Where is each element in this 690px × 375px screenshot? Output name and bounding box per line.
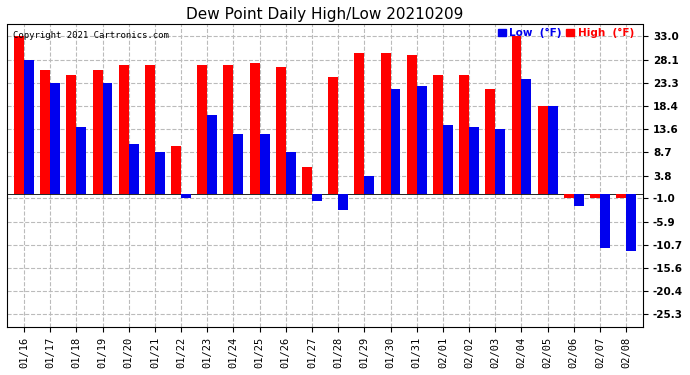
Bar	[145, 65, 155, 194]
Bar	[616, 194, 627, 198]
Legend: Low  (°F), High  (°F): Low (°F), High (°F)	[494, 24, 638, 42]
Bar	[538, 106, 548, 194]
Bar	[469, 127, 479, 194]
Bar	[564, 194, 574, 198]
Bar	[522, 79, 531, 194]
Bar	[14, 36, 24, 194]
Bar	[459, 75, 469, 194]
Bar	[355, 53, 364, 194]
Bar	[233, 134, 244, 194]
Bar	[250, 63, 259, 194]
Bar	[495, 129, 505, 194]
Bar	[259, 134, 270, 194]
Bar	[24, 60, 34, 194]
Title: Dew Point Daily High/Low 20210209: Dew Point Daily High/Low 20210209	[186, 7, 464, 22]
Bar	[364, 176, 374, 194]
Bar	[197, 65, 207, 194]
Bar	[590, 194, 600, 198]
Bar	[600, 194, 610, 249]
Bar	[286, 152, 296, 194]
Bar	[381, 53, 391, 194]
Bar	[224, 65, 233, 194]
Bar	[77, 127, 86, 194]
Bar	[443, 124, 453, 194]
Bar	[92, 70, 103, 194]
Bar	[407, 56, 417, 194]
Bar	[391, 89, 400, 194]
Bar	[50, 82, 60, 194]
Bar	[40, 70, 50, 194]
Bar	[129, 144, 139, 194]
Bar	[338, 194, 348, 210]
Bar	[171, 146, 181, 194]
Bar	[312, 194, 322, 201]
Text: Copyright 2021 Cartronics.com: Copyright 2021 Cartronics.com	[13, 30, 169, 39]
Bar	[302, 168, 312, 194]
Bar	[433, 75, 443, 194]
Bar	[485, 89, 495, 194]
Bar	[328, 77, 338, 194]
Bar	[155, 152, 165, 194]
Bar	[181, 194, 191, 198]
Bar	[627, 194, 636, 251]
Bar	[207, 115, 217, 194]
Bar	[574, 194, 584, 206]
Bar	[66, 75, 77, 194]
Bar	[119, 65, 129, 194]
Bar	[417, 87, 426, 194]
Bar	[548, 106, 558, 194]
Bar	[511, 36, 522, 194]
Bar	[103, 82, 112, 194]
Bar	[276, 68, 286, 194]
